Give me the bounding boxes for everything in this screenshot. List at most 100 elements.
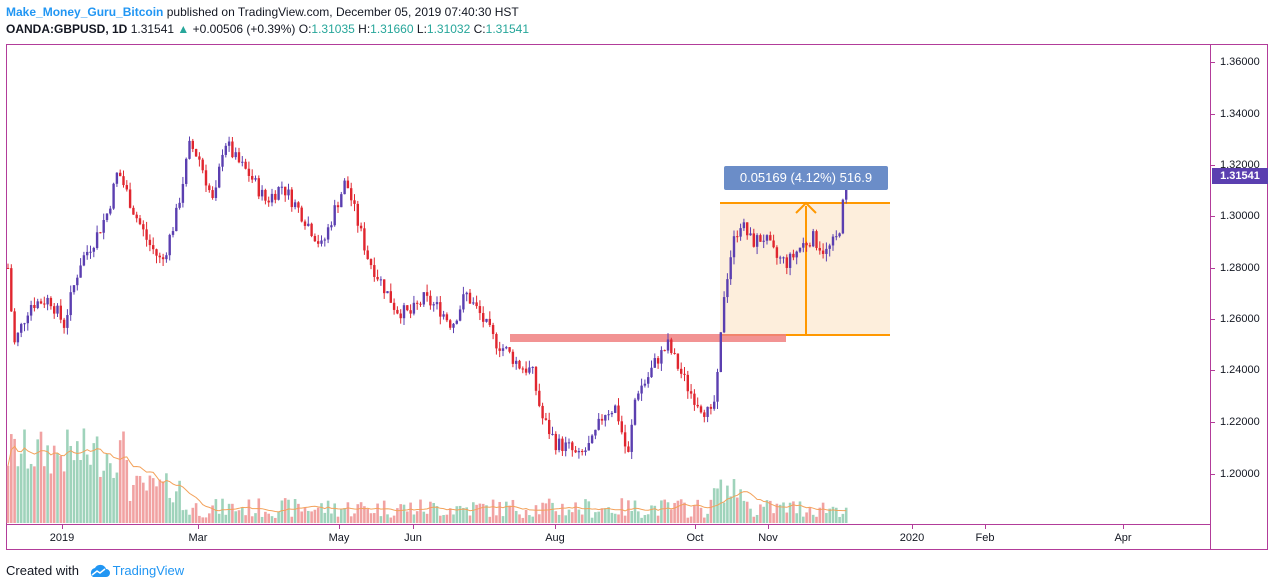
volume-bar xyxy=(39,431,43,523)
candle-body xyxy=(274,193,277,200)
candle-body xyxy=(204,170,208,186)
tradingview-link[interactable]: TradingView xyxy=(112,563,185,578)
price-tick: 1.36000 xyxy=(1220,56,1260,68)
candle-body xyxy=(396,309,399,314)
volume-bar xyxy=(802,516,805,523)
volume-bar xyxy=(534,505,538,523)
volume-bar xyxy=(224,514,228,523)
candle-body xyxy=(653,358,656,368)
candle-body xyxy=(62,319,66,328)
volume-bar xyxy=(336,516,340,523)
chart-frame[interactable] xyxy=(6,44,1268,550)
volume-bar xyxy=(732,479,736,523)
volume-bar xyxy=(782,502,785,523)
candle-body xyxy=(666,339,670,351)
volume-bar xyxy=(620,498,624,523)
candle-body xyxy=(821,250,825,254)
volume-bar xyxy=(366,509,369,523)
time-tick-mark xyxy=(339,525,340,529)
volume-bar xyxy=(580,514,584,523)
volume-bar xyxy=(217,513,221,523)
candle-body xyxy=(280,186,284,188)
volume-bar xyxy=(564,515,567,523)
volume-bar xyxy=(89,464,92,523)
support-zone xyxy=(510,334,786,342)
candle-body xyxy=(554,433,557,451)
candle-body xyxy=(392,302,396,310)
candle-body xyxy=(29,305,33,316)
candle-body xyxy=(581,450,584,453)
candle-body xyxy=(379,279,383,281)
volume-bar xyxy=(132,484,135,523)
volume-bar xyxy=(729,496,732,523)
price-tick: 1.26000 xyxy=(1220,313,1260,325)
candle-body xyxy=(412,302,416,314)
low-label: L: xyxy=(416,22,427,36)
candle-body xyxy=(53,306,56,314)
candle-body xyxy=(264,189,267,201)
candle-body xyxy=(825,248,828,254)
candle-body xyxy=(587,443,590,451)
volume-bar xyxy=(472,502,475,523)
candle-body xyxy=(495,334,498,349)
volume-bar xyxy=(59,456,63,523)
volume-bar xyxy=(36,439,39,523)
volume-bar xyxy=(485,505,488,523)
candle-body xyxy=(373,265,376,277)
volume-bar xyxy=(95,436,99,523)
volume-bar xyxy=(722,502,726,523)
candle-body xyxy=(293,202,297,208)
publish-info: Make_Money_Guru_Bitcoin published on Tra… xyxy=(6,4,519,20)
high-value: 1.31660 xyxy=(370,22,414,36)
volume-bar xyxy=(686,517,690,523)
candle-body xyxy=(637,393,640,400)
time-label: 2019 xyxy=(49,532,75,544)
candle-body xyxy=(643,383,647,386)
candle-body xyxy=(194,148,198,157)
volume-bar xyxy=(745,501,749,523)
volume-bar xyxy=(811,514,815,523)
candle-body xyxy=(425,292,429,296)
volume-bar xyxy=(148,475,152,523)
volume-bar xyxy=(561,503,564,523)
symbol-name: OANDA:GBPUSD, 1D xyxy=(6,22,128,36)
candle-body xyxy=(323,239,326,241)
candle-body xyxy=(472,302,475,304)
open-label: O: xyxy=(298,22,312,36)
candle-body xyxy=(109,208,112,214)
candle-body xyxy=(812,231,815,247)
volume-bar xyxy=(600,508,604,523)
volume-bar xyxy=(544,503,548,523)
candle-body xyxy=(815,231,818,248)
candle-body xyxy=(270,193,274,203)
price-change: +0.00506 (+0.39%) xyxy=(192,22,296,36)
volume-bar xyxy=(76,441,79,523)
volume-bar xyxy=(280,500,284,523)
price-tick-mark xyxy=(1210,62,1215,63)
candle-body xyxy=(524,368,528,373)
price-tick-mark xyxy=(1210,319,1215,320)
volume-bar xyxy=(831,506,835,523)
candle-body xyxy=(742,222,746,229)
candle-body xyxy=(218,166,221,188)
price-tick-mark xyxy=(1210,422,1215,423)
volume-bar xyxy=(501,516,505,523)
volume-bar xyxy=(818,507,822,523)
volume-bar xyxy=(749,508,752,523)
candle-body xyxy=(340,194,343,208)
volume-bar xyxy=(138,476,142,523)
volume-bar xyxy=(432,502,435,523)
volume-bar xyxy=(742,500,746,523)
author-link[interactable]: Make_Money_Guru_Bitcoin xyxy=(6,5,164,19)
candle-body xyxy=(43,303,46,305)
volume-bar xyxy=(188,514,191,523)
volume-bar xyxy=(448,508,452,523)
candle-body xyxy=(112,183,115,209)
candle-body xyxy=(680,368,683,374)
candle-body xyxy=(755,235,759,247)
measure-label[interactable]: 0.05169 (4.12%) 516.9 xyxy=(724,166,888,190)
candle-body xyxy=(346,180,350,189)
candle-body xyxy=(422,292,425,305)
published-text: published on TradingView.com, December 0… xyxy=(166,5,519,19)
